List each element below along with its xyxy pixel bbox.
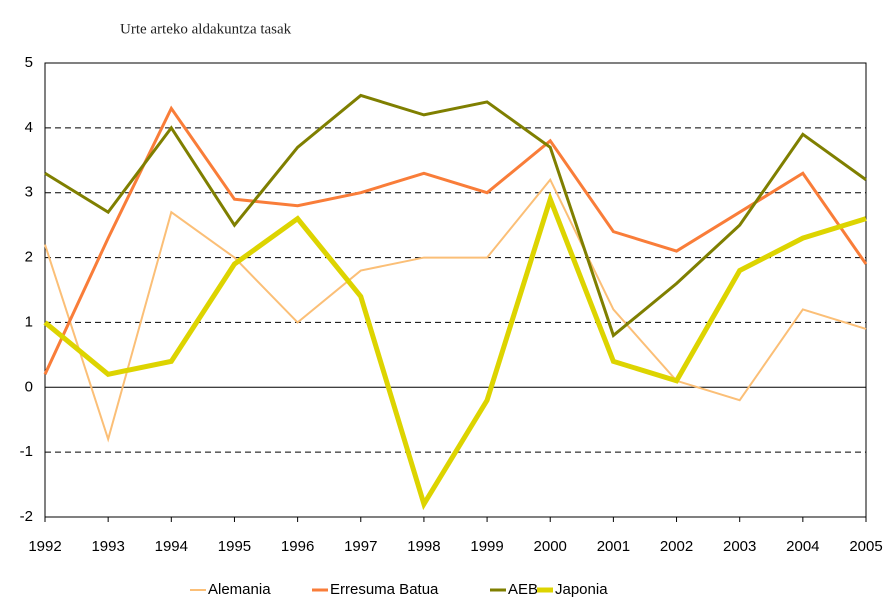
x-tick-label: 1994	[155, 538, 188, 555]
x-tick-label: 1998	[407, 538, 440, 555]
x-tick-label: 1995	[218, 538, 251, 555]
legend-label: Japonia	[555, 581, 608, 598]
x-tick-label: 1992	[28, 538, 61, 555]
legend-label: Alemania	[208, 581, 271, 598]
x-tick-label: 2003	[723, 538, 756, 555]
series-line	[43, 105, 868, 375]
chart-title: Urte arteko aldakuntza tasak	[120, 21, 292, 37]
y-tick-label: 3	[25, 184, 33, 201]
y-tick-label: 2	[25, 249, 33, 266]
y-tick-label: 1	[25, 313, 33, 330]
x-tick-label: 2005	[849, 538, 882, 555]
x-tick-label: 2001	[597, 538, 630, 555]
x-tick-label: 1999	[470, 538, 503, 555]
x-tick-label: 1996	[281, 538, 314, 555]
y-tick-label: -1	[20, 443, 33, 460]
legend-label: AEB	[508, 581, 538, 598]
y-tick-label: -2	[20, 508, 33, 525]
legend-label: Erresuma Batua	[330, 581, 439, 598]
x-tick-label: 1997	[344, 538, 377, 555]
series-line	[43, 191, 867, 511]
x-tick-label: 2002	[660, 538, 693, 555]
series-line	[44, 93, 867, 338]
x-tick-label: 1993	[91, 538, 124, 555]
y-tick-label: 5	[25, 54, 33, 71]
x-tick-label: 2000	[534, 538, 567, 555]
series-line	[44, 177, 867, 443]
y-tick-label: 0	[25, 378, 33, 395]
y-tick-label: 4	[25, 119, 33, 136]
plot-frame	[44, 62, 867, 518]
x-tick-label: 2004	[786, 538, 819, 555]
